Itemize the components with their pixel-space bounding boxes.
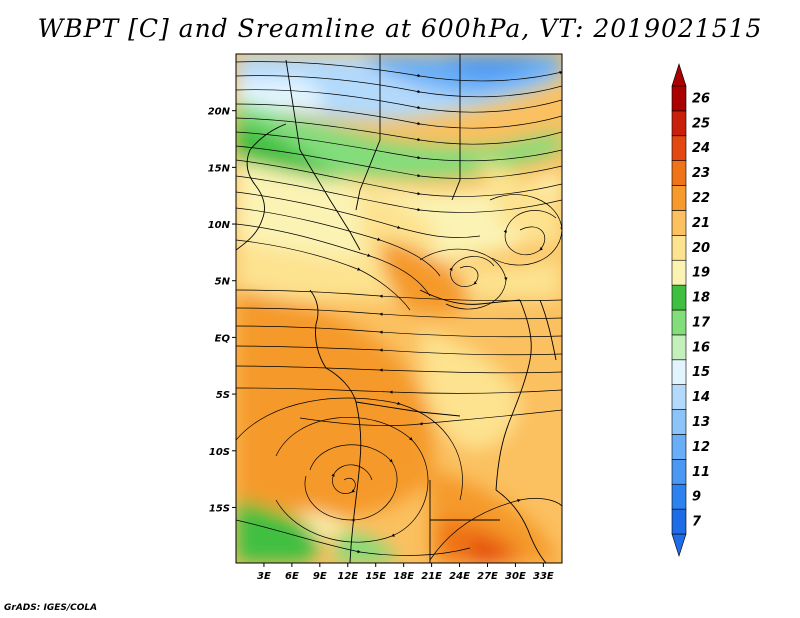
colorbar-arrow-high <box>671 63 687 87</box>
lat-label: 5S <box>216 390 230 401</box>
lon-label: 9E <box>313 571 327 582</box>
colorbar-swatch <box>671 409 687 435</box>
colorbar-swatch <box>671 110 687 137</box>
lat-label: 10S <box>209 447 230 458</box>
colorbar-label: 13 <box>692 415 710 430</box>
lon-label: 15E <box>365 571 386 582</box>
colorbar-swatch <box>671 259 687 286</box>
colorbar-arrow-low <box>671 533 687 557</box>
streamlines <box>236 61 562 561</box>
colorbar-swatch <box>671 384 687 410</box>
map-frame <box>235 53 563 564</box>
colorbar-swatch <box>671 185 687 211</box>
colorbar-label: 11 <box>692 465 710 480</box>
colorbar: 7 9 11 12 13 14 15 16 17 18 19 20 21 22 23 24 25 26 <box>671 63 711 557</box>
colorbar-swatch <box>671 483 687 510</box>
colorbar-swatch <box>671 459 687 485</box>
colorbar-swatch <box>671 210 687 236</box>
colorbar-label: 22 <box>692 191 710 206</box>
colorbar-swatch <box>671 309 687 336</box>
longitude-labels: 3E 6E 9E 12E 15E 18E 21E 24E 27E 30E 33E <box>257 563 554 582</box>
lat-label: 5N <box>215 277 231 288</box>
colorbar-swatch <box>671 334 687 361</box>
colorbar-swatch <box>671 160 687 186</box>
colorbar-label: 14 <box>692 390 710 405</box>
colorbar-label: 16 <box>692 340 710 355</box>
colorbar-swatch <box>671 434 687 460</box>
lon-label: 33E <box>533 571 554 582</box>
wbpt-field <box>236 54 562 563</box>
colorbar-label: 7 <box>692 515 702 530</box>
colorbar-label: 24 <box>692 141 710 156</box>
colorbar-swatch <box>671 135 687 161</box>
colorbar-label: 25 <box>692 116 710 131</box>
colorbar-label: 12 <box>692 440 710 455</box>
colorbar-label: 19 <box>692 266 710 281</box>
colorbar-swatch <box>671 85 687 112</box>
lon-label: 12E <box>337 571 358 582</box>
colorbar-swatch <box>671 284 687 311</box>
lon-label: 3E <box>257 571 271 582</box>
colorbar-swatch <box>671 235 687 261</box>
lon-label: 27E <box>477 571 498 582</box>
lat-label: 20N <box>208 107 231 118</box>
colorbar-label: 18 <box>692 291 710 306</box>
lat-label: 15S <box>209 503 230 514</box>
colorbar-label: 26 <box>692 91 710 106</box>
colorbar-label: 20 <box>692 241 710 256</box>
lon-label: 24E <box>449 571 470 582</box>
colorbar-label: 23 <box>692 166 710 181</box>
colorbar-label: 21 <box>692 216 710 231</box>
grads-credit: GrADS: IGES/COLA <box>4 603 98 613</box>
map-title: WBPT [C] and Sreamline at 600hPa, VT: 20… <box>37 14 763 43</box>
colorbar-swatch <box>671 508 687 535</box>
country-borders <box>236 54 557 563</box>
lon-label: 6E <box>285 571 299 582</box>
colorbar-swatch <box>671 359 687 385</box>
lat-label: 15N <box>208 163 231 174</box>
lon-label: 18E <box>393 571 414 582</box>
colorbar-label: 15 <box>692 365 710 380</box>
colorbar-label: 9 <box>692 490 701 505</box>
lat-label: EQ <box>215 333 231 344</box>
lon-label: 21E <box>421 571 442 582</box>
lat-label: 10N <box>208 220 231 231</box>
latitude-labels: 20N 15N 10N 5N EQ 5S 10S 15S <box>208 107 236 514</box>
colorbar-label: 17 <box>692 315 711 330</box>
lon-label: 30E <box>505 571 526 582</box>
